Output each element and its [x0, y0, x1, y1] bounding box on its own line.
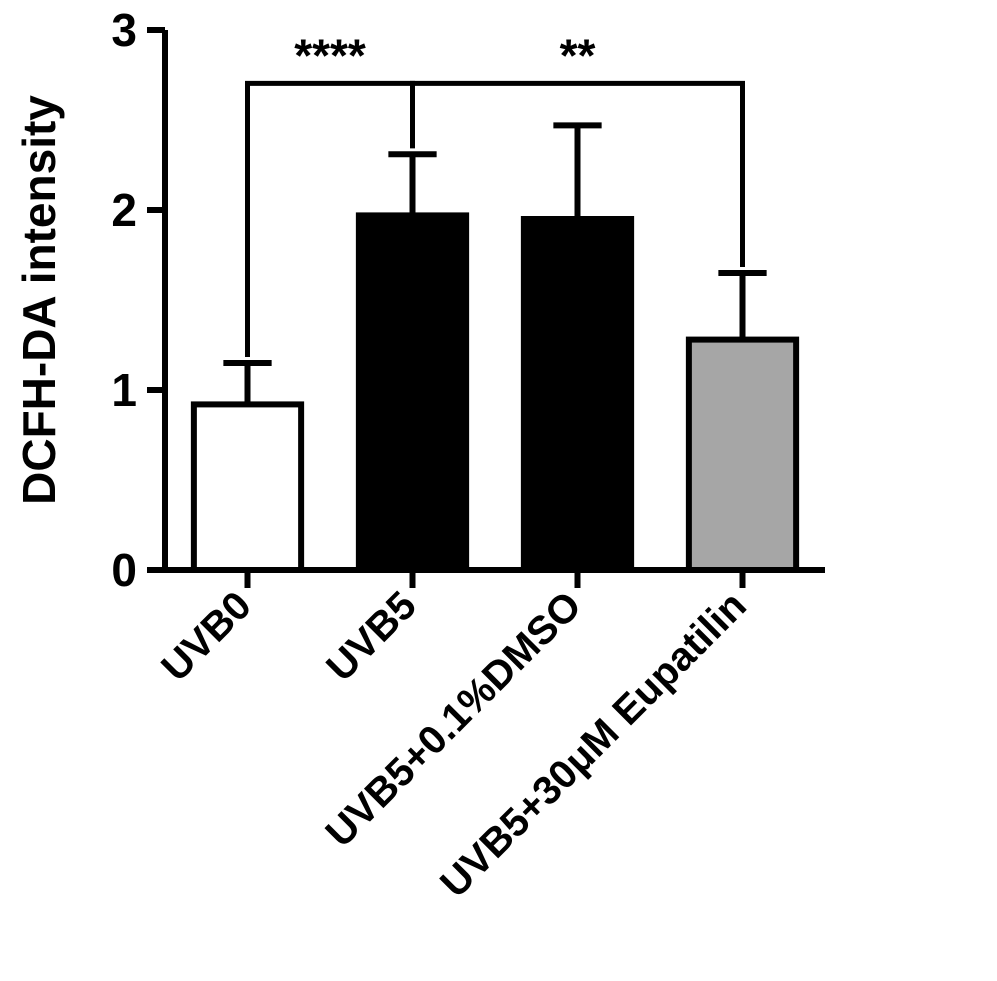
x-tick-label: UVB5 — [318, 583, 425, 690]
significance-label: **** — [294, 29, 366, 81]
y-axis-title: DCFH-DA intensity — [13, 95, 65, 505]
y-tick-label: 1 — [111, 364, 137, 416]
x-tick-label: UVB5+30μM Eupatilin — [432, 583, 755, 906]
bar — [359, 215, 466, 570]
x-tick-label: UVB0 — [153, 583, 260, 690]
significance-label: ** — [560, 29, 596, 81]
bar — [689, 340, 796, 570]
bar-chart: 0123DCFH-DA intensityUVB0UVB5UVB5+0.1%DM… — [0, 0, 997, 981]
bar — [524, 219, 631, 570]
bar — [194, 404, 301, 570]
y-tick-label: 3 — [111, 4, 137, 56]
y-tick-label: 0 — [111, 544, 137, 596]
chart-container: 0123DCFH-DA intensityUVB0UVB5UVB5+0.1%DM… — [0, 0, 997, 981]
y-tick-label: 2 — [111, 184, 137, 236]
